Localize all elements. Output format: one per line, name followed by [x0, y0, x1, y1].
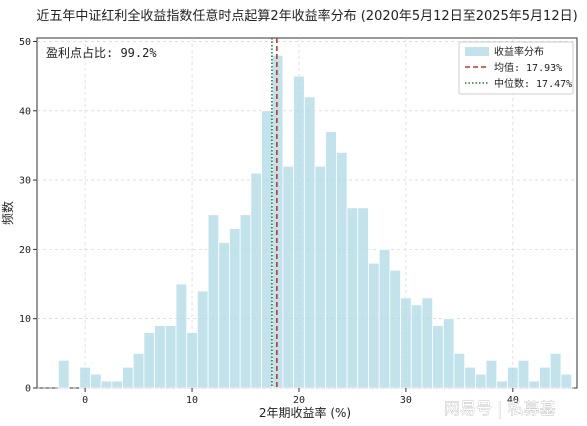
histogram-bar	[132, 352, 145, 389]
histogram-bar	[229, 228, 241, 389]
histogram-bar	[111, 380, 123, 389]
y-tick-label: 20	[19, 245, 31, 256]
histogram-bar	[539, 366, 551, 389]
histogram-bar	[507, 366, 519, 389]
histogram-bar	[346, 207, 359, 389]
histogram-bars	[57, 54, 573, 389]
histogram-bar	[528, 380, 540, 389]
plot-area	[36, 37, 578, 389]
legend-label-median: 中位数: 17.47%	[494, 77, 572, 90]
histogram-bar	[378, 248, 391, 389]
histogram-bar	[122, 366, 134, 389]
x-tick-label: 20	[293, 395, 305, 406]
histogram-bar	[207, 214, 220, 389]
histogram-bar	[196, 290, 209, 389]
histogram-bar	[261, 110, 273, 389]
legend-label-histogram: 收益率分布	[494, 45, 544, 58]
histogram-bar	[143, 332, 156, 389]
histogram-bar	[453, 352, 466, 389]
histogram-bar	[432, 325, 444, 389]
histogram-bar	[314, 165, 327, 389]
x-tick-label: 0	[82, 395, 88, 406]
watermark: 网易号 | 私募基	[444, 399, 556, 418]
histogram-bar	[475, 373, 487, 389]
histogram-bar	[175, 283, 188, 389]
x-axis-ticks: 0 10 20 30 40	[82, 388, 519, 406]
histogram-bar	[410, 304, 423, 389]
legend-swatch-histogram	[465, 47, 489, 56]
histogram-bar	[57, 359, 70, 389]
histogram-bar	[496, 380, 508, 389]
histogram-bar	[357, 207, 369, 389]
histogram-bar	[90, 373, 102, 389]
histogram-bar	[368, 262, 380, 389]
histogram-bar	[293, 75, 305, 389]
histogram-bar	[549, 352, 562, 389]
histogram-bar	[336, 151, 348, 389]
y-tick-label: 40	[19, 106, 31, 117]
histogram-bar	[250, 172, 262, 389]
y-tick-label: 10	[19, 314, 31, 325]
x-axis-label: 2年期收益率 (%)	[259, 405, 351, 420]
histogram-bar	[239, 214, 252, 389]
y-axis-ticks: 0 10 20 30 40 50	[19, 37, 37, 395]
histogram-bar	[282, 165, 295, 389]
histogram-bar	[154, 325, 166, 389]
histogram-bar	[389, 269, 401, 389]
y-tick-label: 0	[25, 384, 31, 395]
histogram-bar	[421, 297, 434, 389]
histogram-bar	[218, 242, 230, 389]
x-tick-label: 10	[186, 395, 198, 406]
legend: 收益率分布 均值: 17.93% 中位数: 17.47%	[458, 41, 574, 95]
histogram-bar	[400, 297, 412, 389]
histogram-bar	[485, 359, 498, 389]
x-tick-label: 30	[400, 395, 412, 406]
histogram-bar	[164, 325, 177, 389]
reference-lines	[271, 38, 278, 388]
legend-label-mean: 均值: 17.93%	[494, 61, 562, 74]
histogram-bar	[303, 96, 316, 389]
histogram-bar	[79, 366, 91, 389]
histogram-bar	[186, 332, 198, 389]
histogram-bar	[560, 373, 573, 389]
histogram-bar	[464, 366, 476, 389]
x-tick-label: 40	[507, 395, 519, 406]
histogram-bar	[442, 318, 455, 389]
chart-title: 近五年中证红利全收益指数任意时点起算2年收益率分布 (2020年5月12日至20…	[36, 8, 577, 24]
histogram-bar	[100, 380, 113, 389]
histogram-bar	[517, 359, 530, 389]
y-axis-label: 频数	[0, 201, 15, 225]
y-tick-label: 50	[19, 37, 31, 48]
y-tick-label: 30	[19, 176, 31, 187]
profit-ratio-annotation: 盈利点占比: 99.2%	[46, 45, 157, 60]
histogram-bar	[325, 131, 337, 389]
